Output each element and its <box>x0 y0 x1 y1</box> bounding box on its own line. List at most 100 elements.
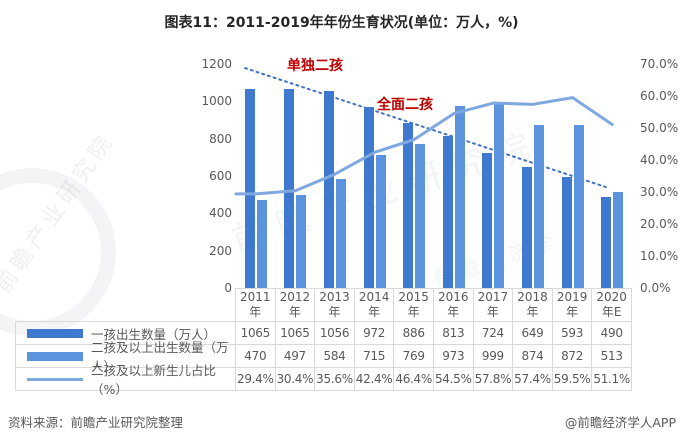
table-value-r1-c6: 999 <box>473 345 514 368</box>
year-suffix: 年 <box>526 305 539 319</box>
year-label-2017: 2017 年 <box>473 288 514 322</box>
year-suffix: 年 <box>566 305 579 319</box>
table-value-r0-c3: 972 <box>354 322 395 345</box>
left-axis-tick: 1200 <box>201 57 232 71</box>
year-text: 2019 <box>556 290 588 304</box>
legend-row-label-1: 二孩及以上出生数量（万人） <box>15 340 236 374</box>
source-note: 资料来源：前瞻产业研究院整理 <box>8 415 184 430</box>
page-title: 图表11：2011-2019年年份生育状况(单位：万人，%) <box>164 15 519 31</box>
legend-label: 二孩及以上新生儿占比（%） <box>91 363 217 397</box>
table-value-r1-c3: 715 <box>354 345 395 368</box>
table-value-r0-c2: 1056 <box>315 322 355 345</box>
table-value-r1-c5: 973 <box>433 345 474 368</box>
legend-line-swatch <box>27 377 83 381</box>
right-axis-tick: 50.0% <box>640 121 679 135</box>
year-suffix: 年 <box>328 305 341 319</box>
left-axis-tick: 800 <box>209 131 232 146</box>
year-label-2018: 2018 年 <box>513 288 553 322</box>
annotation-universal-two-child: 全面二孩 <box>377 97 433 113</box>
right-axis-tick: 60.0% <box>640 89 679 103</box>
table-value-r0-c0: 1065 <box>236 322 276 345</box>
year-label-2013: 2013 年 <box>315 288 355 322</box>
left-axis-tick: 200 <box>209 243 232 258</box>
legend-bar-swatch <box>27 351 83 361</box>
bar-second-child-2017 <box>494 101 505 288</box>
table-value-r0-c4: 886 <box>394 322 434 345</box>
left-axis-tick: 400 <box>209 206 232 221</box>
bar-second-child-2020 <box>613 192 624 288</box>
year-suffix: 年 <box>447 305 460 319</box>
right-axis-tick: 20.0% <box>640 217 679 231</box>
bar-first-child-2016 <box>442 136 453 288</box>
year-text: 2014 <box>358 290 390 304</box>
year-label-2020: 2020 年E <box>592 288 632 322</box>
data-table: 2011 年 2012 年 2013 年 2014 年 2015 年 2016 年 2017 年 2018 年… <box>15 288 632 397</box>
year-text: 2013 <box>319 290 350 304</box>
table-value-r1-c7: 874 <box>513 345 553 368</box>
table-value-r0-c6: 724 <box>473 322 514 345</box>
table-value-r1-c8: 872 <box>552 345 593 368</box>
table-value-r2-c7: 57.4% <box>513 368 553 391</box>
legend-row-label-0: 一孩出生数量（万人） <box>15 322 236 345</box>
year-label-2016: 2016 年 <box>433 288 474 322</box>
year-label-2011: 2011 年 <box>236 288 276 322</box>
year-label-2012: 2012 年 <box>275 288 316 322</box>
year-suffix: 年E <box>601 305 622 319</box>
table-value-r0-c8: 593 <box>552 322 593 345</box>
year-suffix: 年 <box>486 305 499 319</box>
left-axis-tick: 600 <box>209 169 232 183</box>
legend-label: 一孩出生数量（万人） <box>91 326 217 342</box>
year-suffix: 年 <box>288 305 301 319</box>
years-row-spacer <box>15 288 236 322</box>
bar-first-child-2012 <box>284 89 295 288</box>
year-text: 2017 <box>477 290 509 304</box>
table-value-r2-c8: 59.5% <box>552 368 593 391</box>
table-value-r0-c1: 1065 <box>275 322 316 345</box>
watermark-text-left: 前瞻产业研究院 <box>0 128 120 298</box>
year-suffix: 年 <box>368 305 381 319</box>
ratio-line <box>234 96 614 196</box>
year-text: 2020 <box>596 290 627 304</box>
right-axis-tick: 70.0% <box>640 57 679 71</box>
bar-second-child-2016 <box>454 106 465 288</box>
bar-second-child-2012 <box>296 195 307 288</box>
table-value-r0-c9: 490 <box>592 322 632 345</box>
year-text: 2016 <box>438 290 469 304</box>
year-text: 2011 <box>240 290 271 304</box>
table-value-r2-c9: 51.1% <box>592 368 632 391</box>
table-value-r2-c4: 46.4% <box>394 368 434 391</box>
bar-first-child-2013 <box>324 90 334 288</box>
left-axis-tick: 1000 <box>201 94 232 109</box>
year-text: 2012 <box>279 290 311 304</box>
year-label-2019: 2019 年 <box>552 288 593 322</box>
table-value-r1-c9: 513 <box>592 345 632 368</box>
bar-first-child-2011 <box>244 89 255 288</box>
right-axis-tick: 30.0% <box>640 185 679 199</box>
bar-first-child-2020 <box>601 196 612 288</box>
table-value-r2-c2: 35.6% <box>315 368 355 391</box>
bar-second-child-2013 <box>336 179 346 288</box>
table-value-r1-c0: 470 <box>236 345 276 368</box>
bar-first-child-2019 <box>561 177 572 288</box>
credit-note: @前瞻经济学人APP <box>564 415 676 430</box>
table-value-r1-c4: 769 <box>394 345 434 368</box>
year-suffix: 年 <box>407 305 420 319</box>
bar-second-child-2014 <box>375 154 386 288</box>
plot-area <box>234 64 632 288</box>
bar-first-child-2014 <box>363 106 374 288</box>
table-value-r1-c1: 497 <box>275 345 316 368</box>
table-value-r1-c2: 584 <box>315 345 355 368</box>
year-label-2015: 2015 年 <box>394 288 434 322</box>
bar-second-child-2011 <box>256 200 267 288</box>
table-value-r0-c5: 813 <box>433 322 474 345</box>
ratio-line-layer <box>234 96 614 196</box>
bar-first-child-2017 <box>482 152 493 288</box>
table-value-r2-c5: 54.5% <box>433 368 474 391</box>
legend-bar-swatch <box>27 328 83 338</box>
right-axis-tick: 10.0% <box>640 249 679 263</box>
year-label-2014: 2014 年 <box>354 288 395 322</box>
table-value-r2-c6: 57.8% <box>473 368 514 391</box>
annotation-standalone-two-child: 单独二孩 <box>287 58 343 74</box>
left-axis-tick: 0 <box>224 281 232 295</box>
